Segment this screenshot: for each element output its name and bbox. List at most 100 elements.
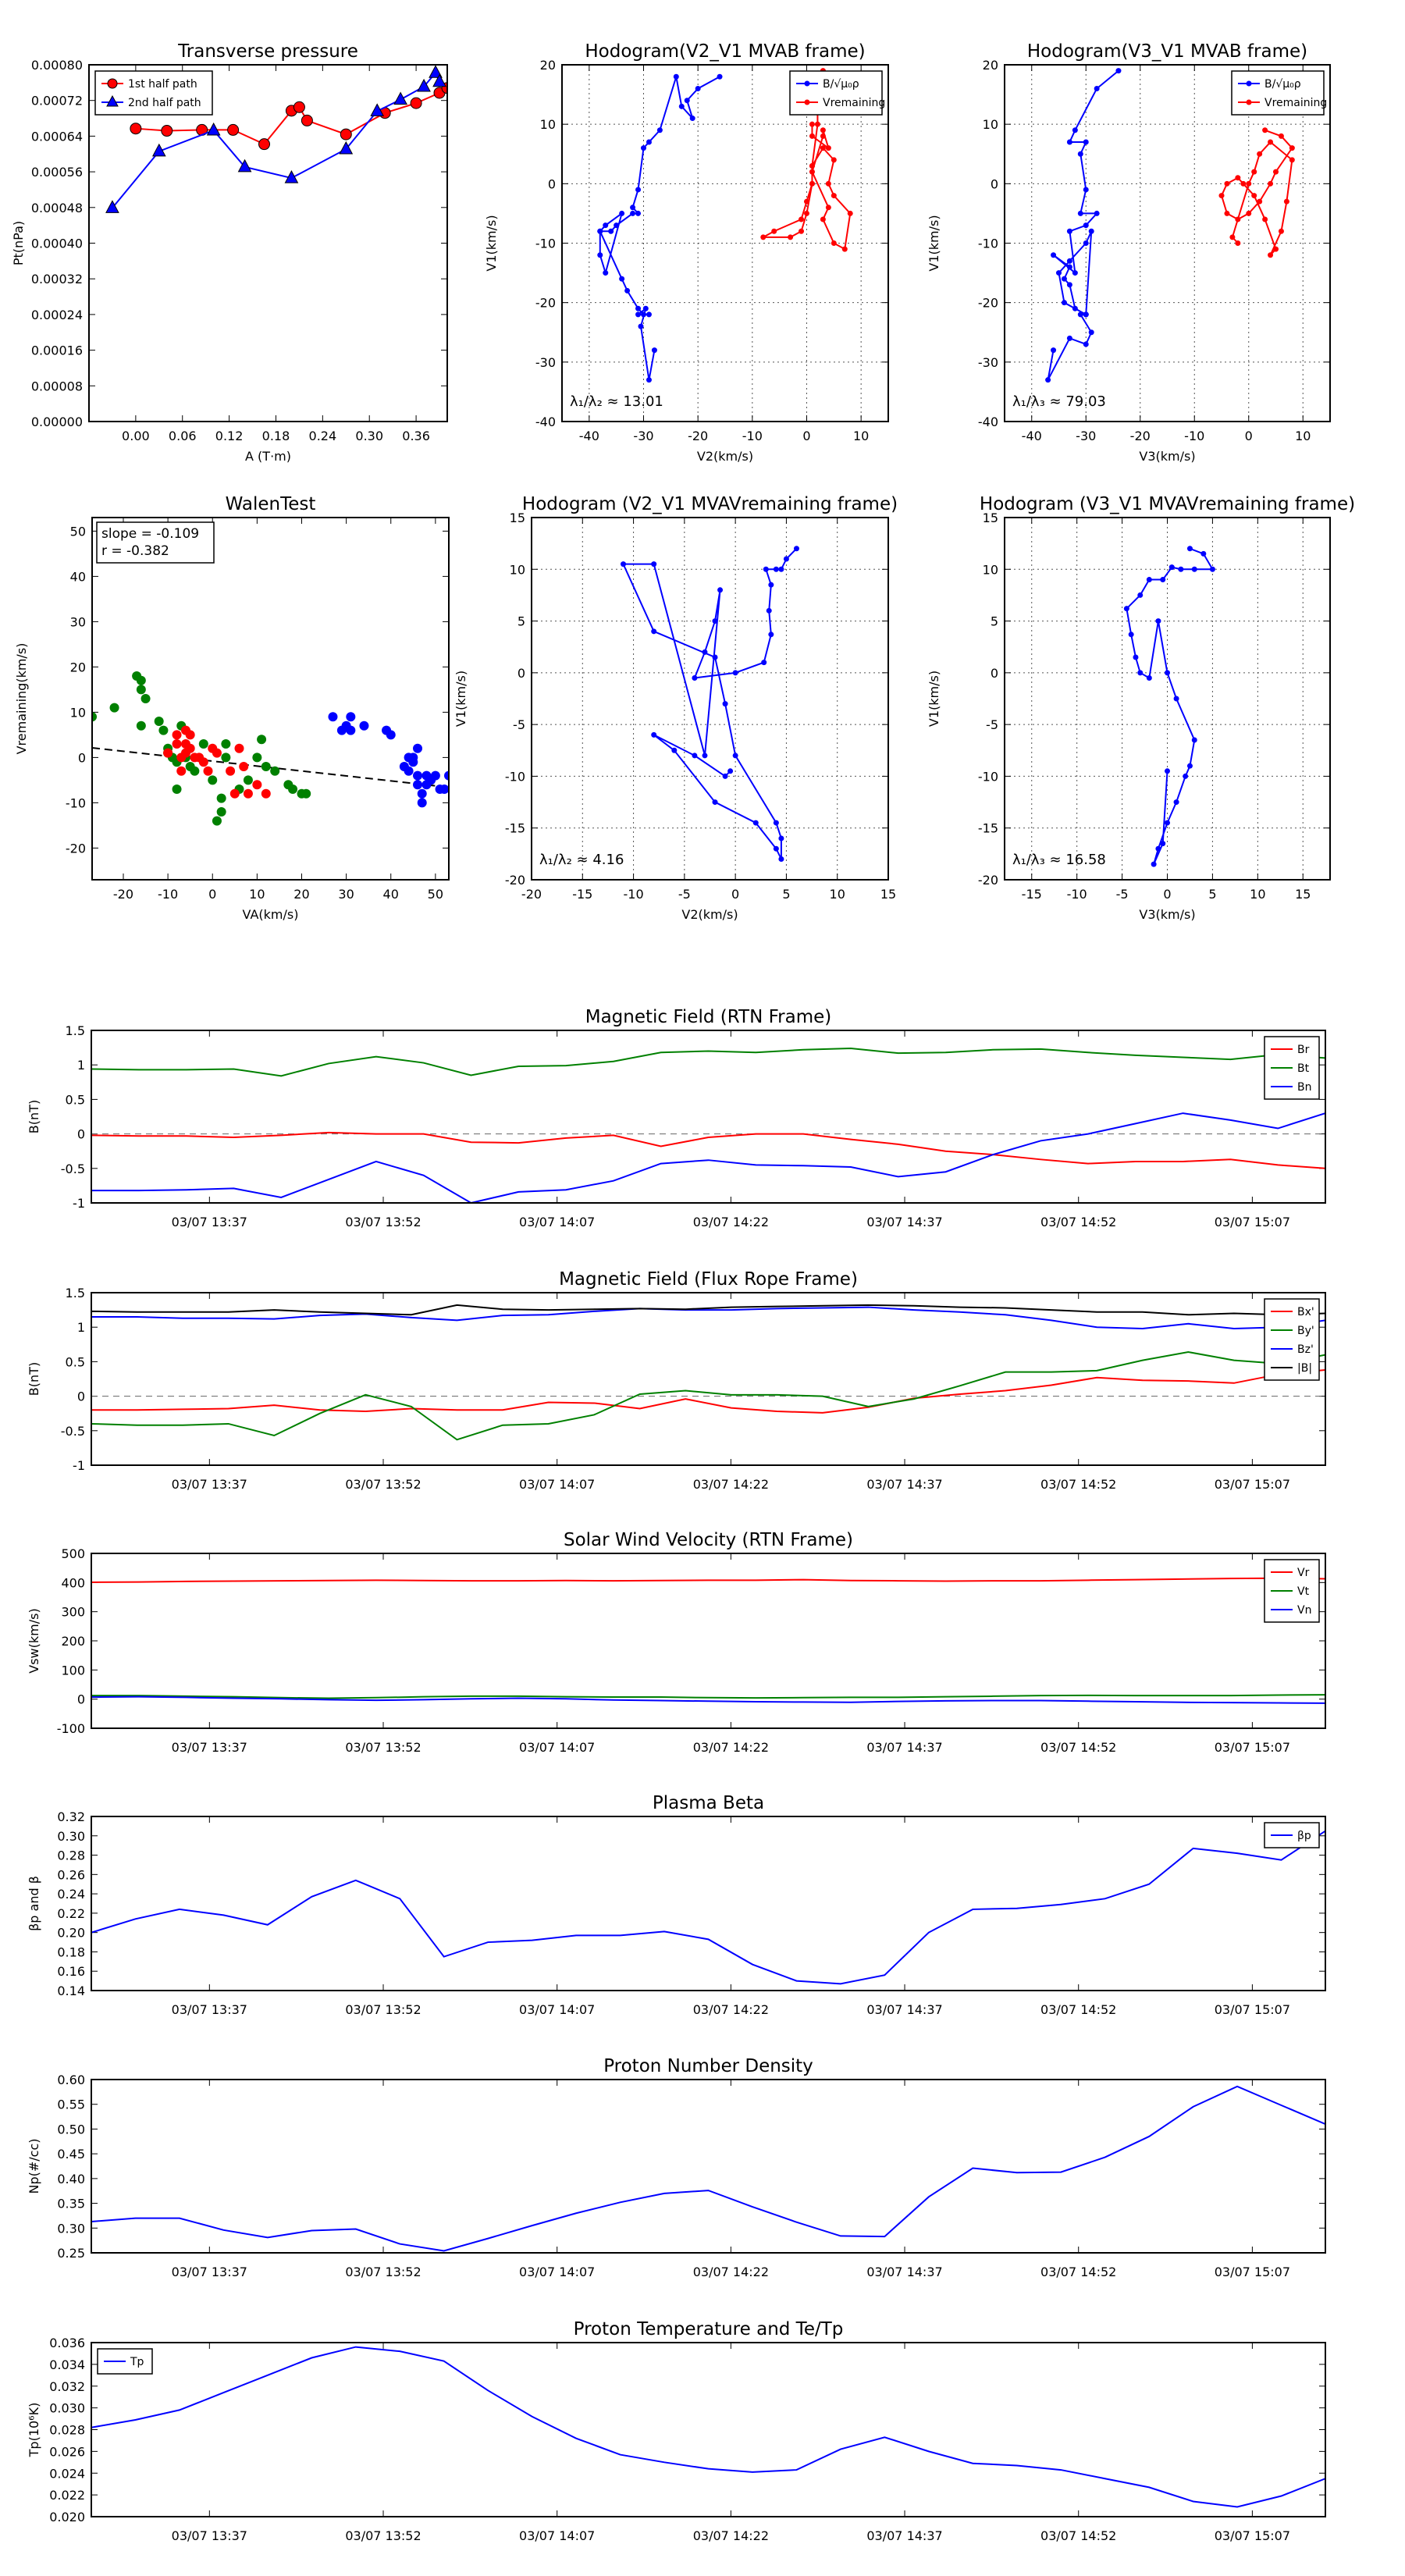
eigenvalue-ratio: λ₁/λ₃ ≈ 79.03 — [1012, 393, 1106, 410]
data-point — [221, 739, 231, 749]
y-tick-label: 0.00048 — [31, 201, 83, 215]
data-point — [346, 725, 356, 735]
x-axis-label: VA(km/s) — [243, 907, 299, 922]
data-point — [252, 753, 262, 763]
data-point — [1246, 180, 1252, 187]
legend-marker — [804, 80, 810, 87]
y-tick-label: -15 — [505, 821, 525, 836]
data-point — [190, 766, 200, 776]
data-point — [597, 252, 603, 258]
axes-frame — [1004, 64, 1331, 422]
x-tick-label: 0.30 — [355, 429, 383, 443]
series-line-Vn — [91, 1695, 1325, 1704]
y-tick-label: 0 — [991, 666, 998, 681]
series-line-Br — [91, 1131, 1325, 1169]
data-point — [1115, 68, 1122, 74]
y-tick-label: 10 — [70, 705, 86, 720]
chart-title: Magnetic Field (RTN Frame) — [585, 1007, 832, 1027]
data-point — [1066, 228, 1072, 234]
data-point — [820, 133, 826, 139]
axes-frame — [91, 1816, 1326, 1991]
data-point — [346, 712, 356, 722]
y-tick-label: 0.16 — [57, 1964, 85, 1979]
data-point — [1251, 193, 1257, 199]
series-line-Tp — [91, 2346, 1325, 2508]
data-point — [1072, 305, 1078, 311]
data-point — [1077, 210, 1083, 216]
data-point — [1218, 193, 1225, 199]
data-point — [130, 123, 142, 135]
y-tick-label: 0.35 — [57, 2197, 85, 2211]
y-tick-label: -100 — [57, 1721, 85, 1736]
data-point — [717, 587, 724, 593]
data-point — [804, 198, 809, 205]
x-tick-label: 03/07 14:22 — [693, 1740, 769, 1755]
data-point — [252, 780, 262, 790]
data-point — [1077, 151, 1083, 157]
data-point — [1083, 139, 1089, 145]
y-axis-label: V1(km/s) — [454, 671, 468, 727]
data-point — [814, 121, 820, 127]
legend: Tp — [97, 2348, 153, 2375]
x-tick-label: 10 — [853, 429, 869, 443]
x-axis-label: V2(km/s) — [697, 449, 753, 464]
x-axis-label: V3(km/s) — [1139, 449, 1195, 464]
data-point — [1094, 85, 1100, 91]
data-point — [1088, 329, 1094, 336]
data-point — [1183, 773, 1189, 779]
x-tick-label: -5 — [678, 887, 691, 902]
data-point — [1083, 240, 1089, 246]
data-point — [284, 170, 299, 183]
x-tick-label: 03/07 14:37 — [866, 1740, 942, 1755]
y-tick-label: 0 — [77, 1692, 85, 1707]
data-point — [825, 180, 831, 187]
x-tick-label: 03/07 14:37 — [866, 1215, 942, 1229]
data-point — [1200, 550, 1207, 557]
data-point — [417, 788, 427, 799]
y-tick-label: -15 — [978, 821, 998, 836]
y-axis-label: B(nT) — [27, 1100, 41, 1133]
data-point — [1262, 127, 1268, 133]
data-point — [760, 234, 767, 240]
x-tick-label: -10 — [1184, 429, 1204, 443]
legend-marker — [107, 78, 118, 89]
data-point — [234, 743, 244, 753]
x-tick-label: -10 — [158, 887, 178, 902]
axes-frame — [91, 1292, 1326, 1466]
data-point — [370, 103, 385, 116]
data-point — [778, 835, 784, 841]
x-tick-label: 0.12 — [215, 429, 244, 443]
data-point — [1066, 282, 1072, 288]
y-tick-label: 15 — [510, 511, 525, 525]
legend-label: Vn — [1297, 1604, 1311, 1617]
data-point — [692, 753, 698, 759]
data-point — [712, 799, 718, 806]
data-point — [432, 73, 446, 87]
series-line-Np — [91, 2085, 1325, 2252]
y-axis-label: Vremaining(km/s) — [14, 643, 29, 755]
axes-frame — [88, 64, 448, 422]
series-line-Bt — [91, 1047, 1325, 1077]
data-point — [413, 770, 423, 781]
y-tick-label: -0.5 — [61, 1424, 85, 1439]
data-point — [1083, 311, 1089, 318]
plot-area — [597, 68, 853, 383]
data-point — [799, 228, 805, 234]
legend-label: By' — [1297, 1325, 1314, 1337]
x-tick-label: 5 — [782, 887, 790, 902]
y-axis-label: Tp(10⁶K) — [27, 2403, 41, 2458]
x-tick-label: 03/07 13:52 — [345, 1215, 421, 1229]
y-tick-label: 0.30 — [57, 1829, 85, 1844]
data-point — [1051, 347, 1057, 354]
panel-h2: Hodogram(V3_V1 MVAB frame) V1(km/s) V3(km/… — [927, 41, 1331, 464]
data-point — [339, 141, 354, 155]
series-line-0 — [621, 548, 798, 859]
x-tick-label: 03/07 14:37 — [866, 2265, 942, 2279]
data-point — [847, 210, 853, 216]
y-tick-label: -10 — [978, 769, 998, 784]
data-point — [689, 116, 695, 122]
data-point — [237, 158, 252, 173]
plot-area — [91, 2085, 1325, 2252]
axes-frame — [91, 2342, 1326, 2517]
